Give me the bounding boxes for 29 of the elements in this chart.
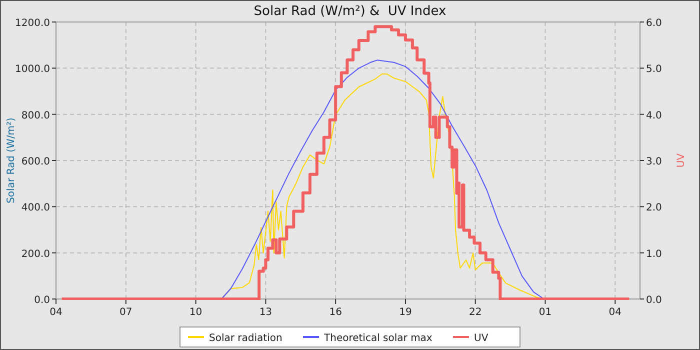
- y2-tick-label: 4.0: [646, 110, 662, 122]
- y-tick-label: 200.0: [21, 248, 50, 260]
- y-tick-label: 400.0: [21, 202, 50, 214]
- y2-tick-label: 3.0: [646, 156, 662, 168]
- y2-tick-label: 1.0: [646, 248, 662, 260]
- x-tick-label: 22: [468, 307, 482, 318]
- y2-tick-label: 0.0: [646, 295, 662, 306]
- x-tick-label: 13: [259, 307, 272, 318]
- y-axis-title: Solar Rad (W/m²): [6, 117, 17, 204]
- legend-label: UV: [474, 333, 488, 344]
- legend-label: Solar radiation: [209, 333, 282, 344]
- x-tick-label: 16: [329, 307, 342, 318]
- legend-label: Theoretical solar max: [323, 333, 432, 344]
- y2-tick-label: 6.0: [646, 18, 662, 29]
- y-tick-label: 1200.0: [15, 18, 50, 29]
- x-tick-label: 10: [189, 307, 202, 318]
- y2-tick-label: 5.0: [646, 64, 662, 76]
- y-tick-label: 600.0: [21, 156, 50, 168]
- x-tick-label: 07: [120, 307, 132, 318]
- y-tick-label: 800.0: [21, 110, 50, 122]
- y2-axis-title: UV: [676, 153, 687, 168]
- x-tick-label: 01: [538, 307, 552, 318]
- chart-title: Solar Rad (W/m²) & UV Index: [254, 4, 447, 19]
- x-tick-label: 04: [50, 307, 62, 318]
- y2-tick-label: 2.0: [646, 202, 662, 214]
- x-tick-label: 19: [399, 307, 412, 318]
- x-tick-label: 04: [608, 307, 622, 318]
- y-tick-label: 1000.0: [15, 64, 50, 76]
- y-tick-label: 0.0: [34, 295, 50, 306]
